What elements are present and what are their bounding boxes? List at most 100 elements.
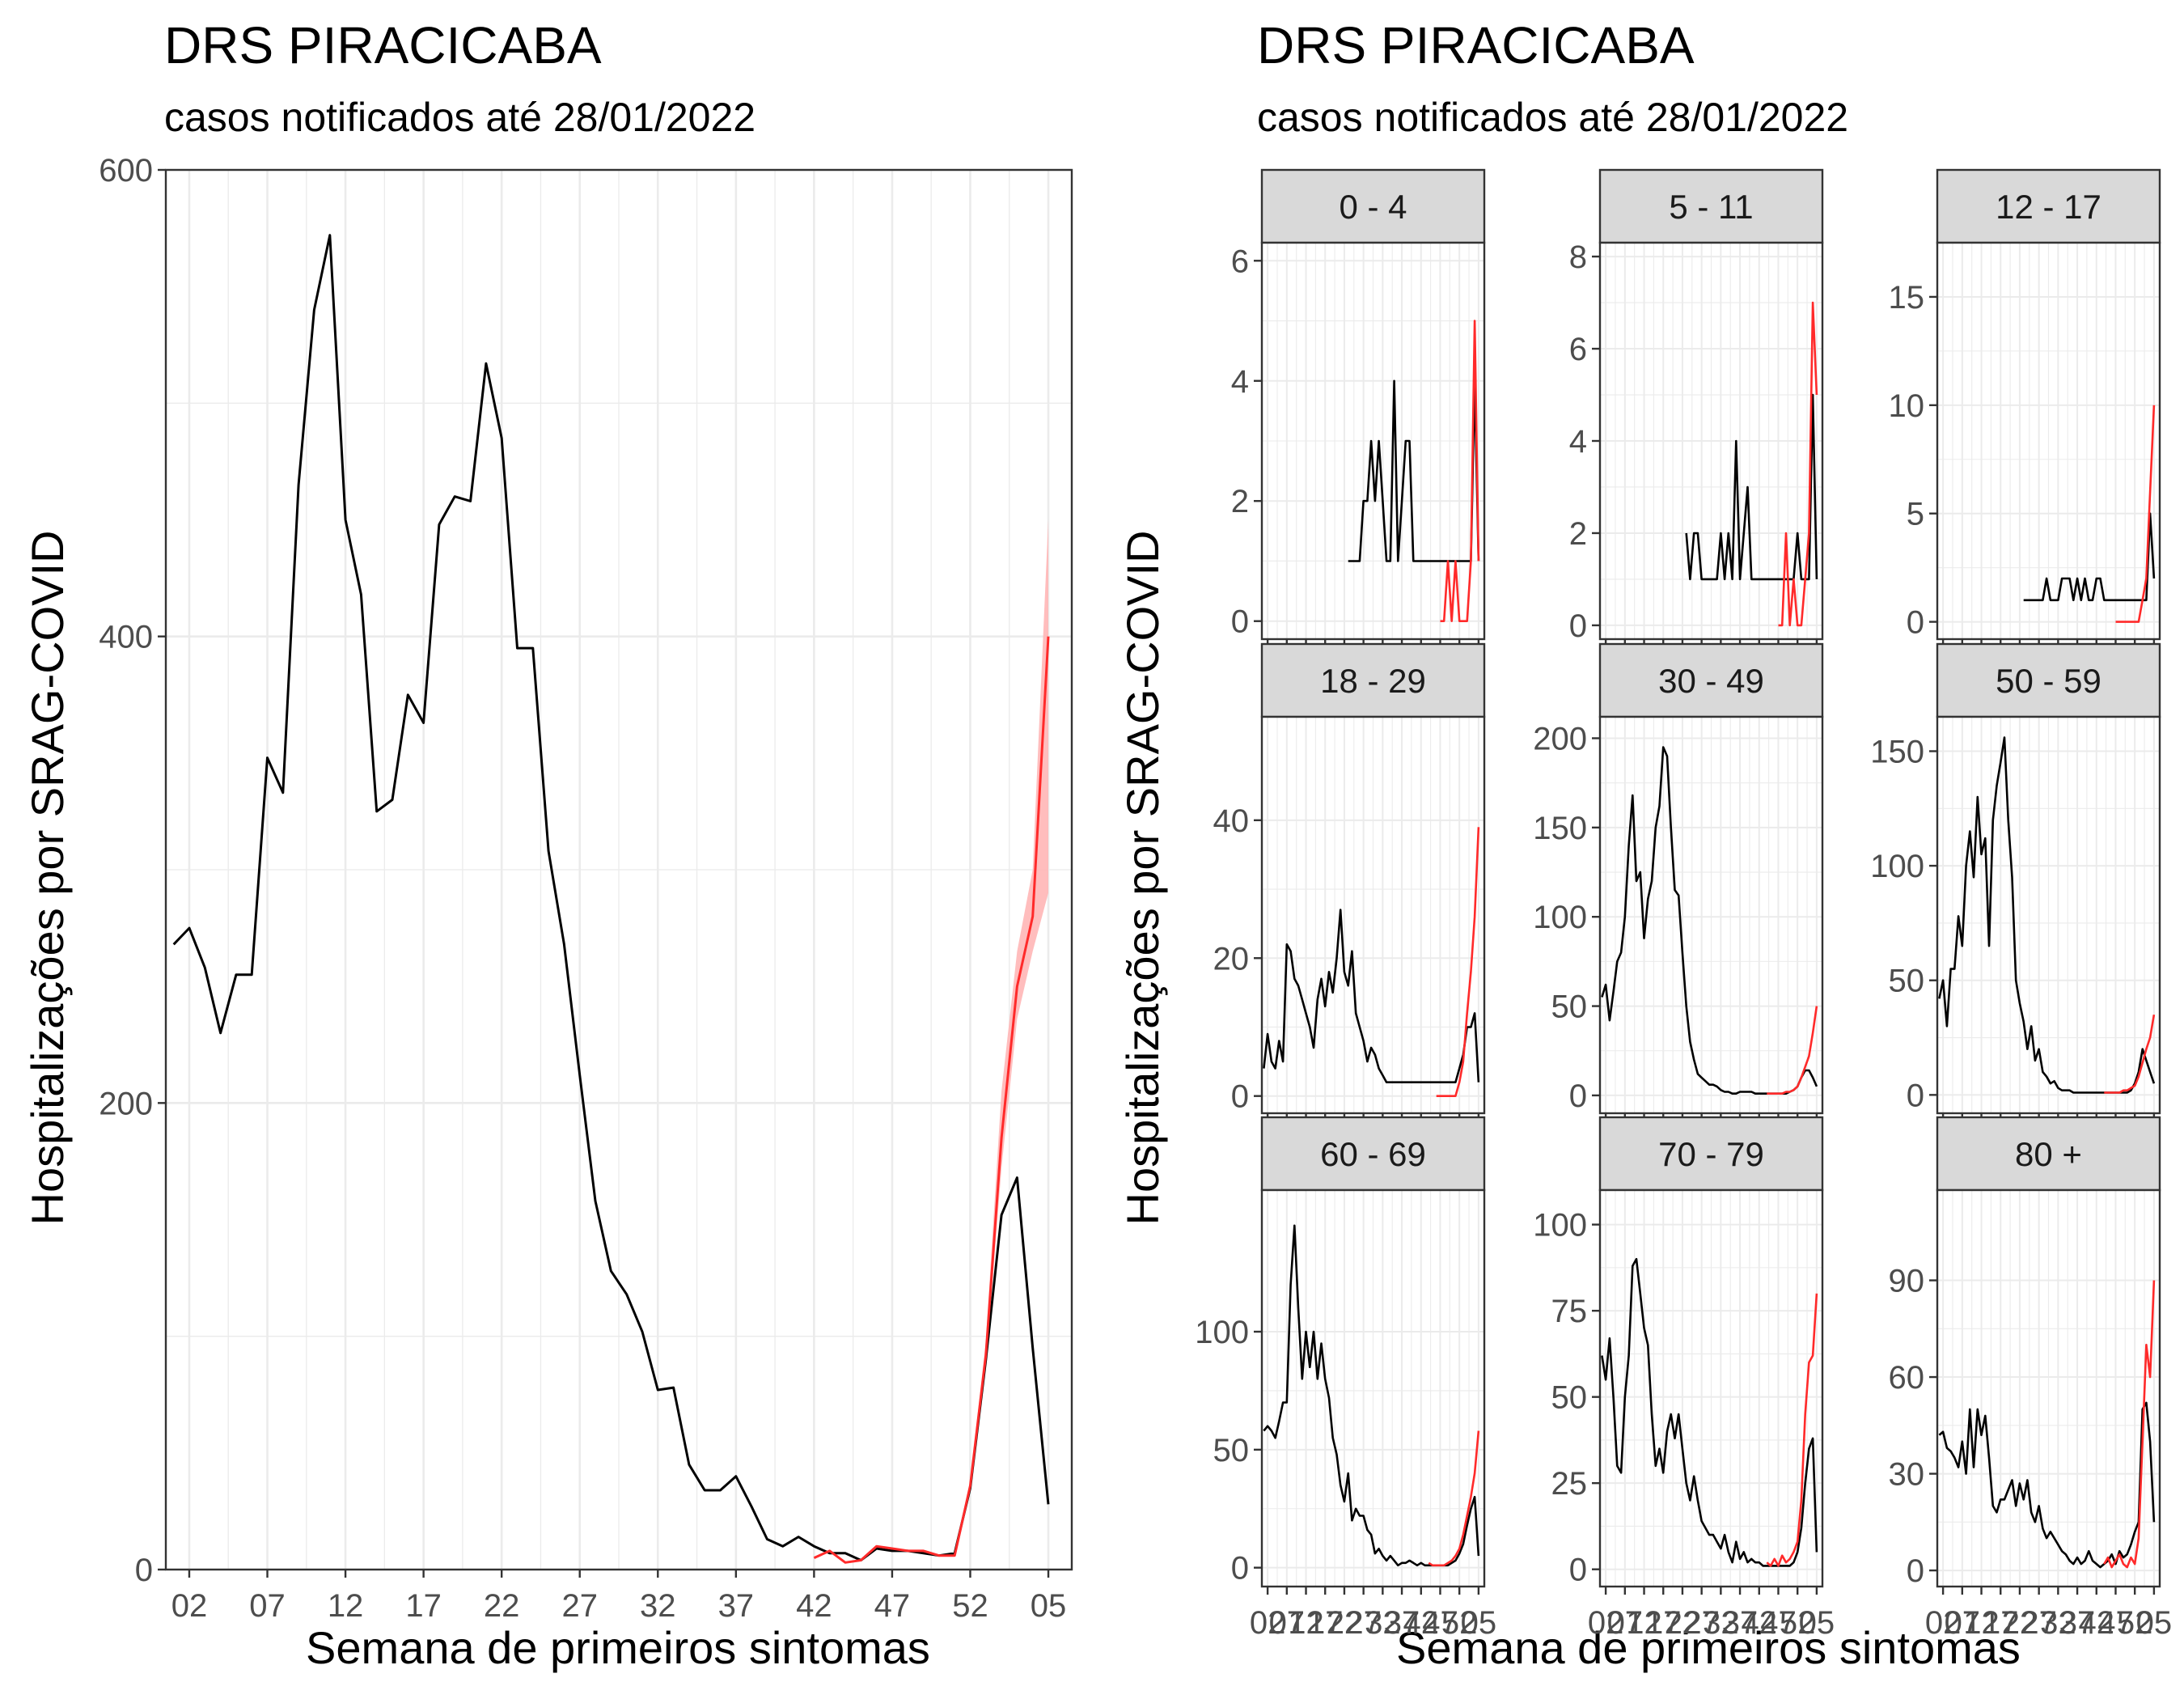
- facet-y-tick-label: 100: [1533, 900, 1587, 935]
- facet-x-tick-label: 32: [1365, 1605, 1401, 1641]
- facet-x-tick-label: 22: [1665, 1605, 1701, 1641]
- facet-strip: [1598, 642, 1824, 718]
- facet-y-tick-label: 2: [1569, 516, 1587, 552]
- facet-nowcast-series: [2104, 1014, 2156, 1094]
- facet-30-49: 30 - 49 0 50 100 150 200: [1533, 642, 1824, 1121]
- facet-x-tick-label: 47: [2097, 1605, 2134, 1641]
- facet-x-tick-label: 02: [1250, 1605, 1286, 1641]
- left-x-axis-label: Semana de primeiros sintomas: [306, 1622, 930, 1673]
- facet-grid: [1262, 1190, 1484, 1587]
- facet-x-tick-label: 12: [1626, 1605, 1662, 1641]
- facet-strip-label: 50 - 59: [1996, 662, 2101, 700]
- facet-0-4: 0 - 4 0 2 4 6: [1231, 168, 1486, 647]
- facet-grid: [1262, 717, 1484, 1113]
- facet-x-tick-label: 22: [1327, 1605, 1363, 1641]
- main-x-tick-label: 27: [561, 1588, 598, 1624]
- facet-grid: [1937, 243, 2160, 639]
- facet-strip: [1936, 168, 2161, 244]
- facet-y-tick-label: 5: [1907, 497, 1924, 532]
- facet-y-tick-label: 50: [1213, 1433, 1250, 1468]
- facet-y-tick-label: 50: [1551, 989, 1588, 1025]
- facet-strip-label: 18 - 29: [1320, 662, 1426, 700]
- facet-x-tick-label: 02: [1925, 1605, 1962, 1641]
- facet-y-tick-label: 8: [1569, 239, 1587, 275]
- facet-grid: [1937, 1190, 2160, 1587]
- facet-strip-label: 60 - 69: [1320, 1135, 1426, 1173]
- facet-x-tick-label: 27: [2021, 1605, 2057, 1641]
- facet-y-tick-label: 0: [1907, 605, 1924, 641]
- main-x-tick-label: 52: [952, 1588, 988, 1624]
- facet-x-tick-label: 42: [1403, 1605, 1440, 1641]
- facet-x-tick-label: 52: [1780, 1605, 1816, 1641]
- facet-panel-border: [1260, 715, 1486, 1115]
- facet-strip-label: 12 - 17: [1996, 188, 2101, 226]
- facet-nowcast-series: [1778, 301, 1818, 627]
- main-x-tick-label: 12: [328, 1588, 364, 1624]
- facet-x-tick-label: 17: [1307, 1605, 1344, 1641]
- facet-strip: [1598, 168, 1824, 244]
- main-y-tick-label: 200: [99, 1086, 153, 1121]
- facet-x-tick-label: 37: [1384, 1605, 1420, 1641]
- facet-nowcast-series: [1767, 1006, 1818, 1095]
- facet-observed-series: [1601, 1257, 1818, 1567]
- facet-panel-border: [1936, 241, 2161, 641]
- main-x-tick-label: 37: [718, 1588, 755, 1624]
- facet-x-tick-label: 42: [1742, 1605, 1778, 1641]
- right-x-axis-label: Semana de primeiros sintomas: [1396, 1622, 2021, 1673]
- facet-y-tick-label: 0: [1231, 1079, 1249, 1115]
- facet-y-tick-label: 25: [1551, 1466, 1588, 1502]
- facet-observed-series: [1348, 379, 1480, 562]
- facet-x-tick-label: 05: [1461, 1605, 1497, 1641]
- facet-50-59: 50 - 59 0 50 100 150: [1870, 642, 2161, 1121]
- main-x-tick-label: 47: [874, 1588, 911, 1624]
- facet-x-tick-label: 12: [1288, 1605, 1324, 1641]
- facet-strip: [1260, 642, 1486, 718]
- facet-y-tick-label: 2: [1231, 484, 1249, 519]
- facet-x-tick-label: 05: [2136, 1605, 2173, 1641]
- facet-x-tick-label: 52: [2117, 1605, 2153, 1641]
- facet-70-79: 70 - 79 0 25 50 75 100 02071217222732374247520…: [1533, 1116, 1835, 1641]
- facet-18-29: 18 - 29 0 20 40: [1213, 642, 1486, 1121]
- facet-strip-label: 80 +: [2015, 1135, 2082, 1173]
- facet-y-tick-label: 40: [1213, 803, 1250, 839]
- facet-strip-label: 30 - 49: [1658, 662, 1764, 700]
- facet-y-tick-label: 50: [1551, 1380, 1588, 1416]
- facet-x-tick-label: 17: [1983, 1605, 2019, 1641]
- facet-y-tick-label: 200: [1533, 721, 1587, 756]
- main-plot: 0 200 400 600 02 07 12 17 22 27 32 37 42 47 52 05: [99, 153, 1073, 1624]
- main-x-tick-label: 42: [796, 1588, 832, 1624]
- facet-strip: [1598, 1116, 1824, 1192]
- facet-observed-series: [2023, 512, 2156, 602]
- facet-y-tick-label: 0: [1907, 1553, 1924, 1589]
- facet-strip: [1260, 168, 1486, 244]
- facet-y-tick-label: 10: [1889, 388, 1925, 424]
- facet-y-tick-label: 60: [1889, 1360, 1925, 1396]
- facet-y-tick-label: 150: [1533, 811, 1587, 846]
- facet-y-tick-label: 0: [1907, 1078, 1924, 1113]
- facet-x-tick-label: 27: [1683, 1605, 1720, 1641]
- facet-x-tick-label: 07: [1269, 1605, 1306, 1641]
- facet-nowcast-series: [2115, 405, 2156, 623]
- facet-5-11: 5 - 11 0 2 4 6 8: [1569, 168, 1824, 647]
- facet-y-tick-label: 20: [1213, 941, 1250, 977]
- facet-x-tick-label: 37: [1722, 1605, 1759, 1641]
- main-panel-border: [164, 168, 1073, 1571]
- facet-x-tick-label: 05: [1799, 1605, 1835, 1641]
- facet-y-tick-label: 6: [1231, 244, 1249, 279]
- facet-x-tick-label: 52: [1441, 1605, 1478, 1641]
- facet-y-tick-label: 90: [1889, 1264, 1925, 1299]
- facet-strip-label: 70 - 79: [1658, 1135, 1764, 1173]
- facet-nowcast-series: [1436, 827, 1480, 1097]
- facet-nowcast-series: [1428, 1430, 1480, 1567]
- facet-x-tick-label: 47: [1760, 1605, 1797, 1641]
- left-title: DRS PIRACICABA: [164, 16, 602, 74]
- facet-y-tick-label: 0: [1231, 604, 1249, 640]
- facet-y-tick-label: 150: [1870, 734, 1924, 769]
- facet-strip: [1936, 1116, 2161, 1192]
- facet-y-tick-label: 0: [1569, 608, 1587, 644]
- facet-y-tick-label: 0: [1569, 1078, 1587, 1114]
- facet-12-17: 12 - 17 0 5 10 15: [1889, 168, 2161, 647]
